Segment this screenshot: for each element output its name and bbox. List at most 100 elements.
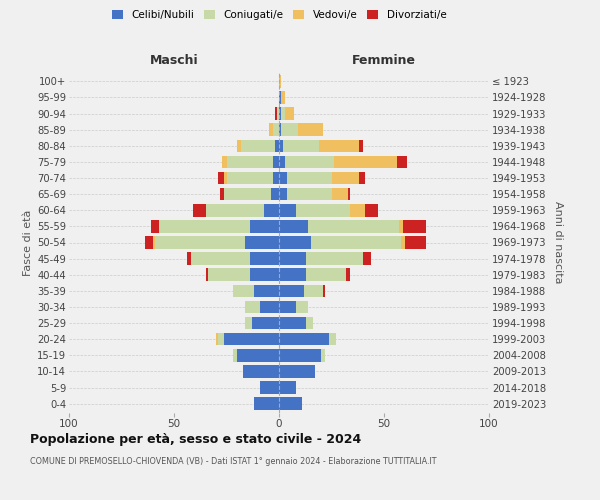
Bar (216, 333, 218, 345)
Bar (223, 156, 227, 168)
Bar (145, 236, 153, 249)
Bar (279, 172, 287, 184)
Bar (283, 140, 319, 152)
Text: Femmine: Femmine (352, 54, 416, 68)
Bar (250, 268, 279, 281)
Bar (250, 252, 279, 265)
Bar (245, 317, 252, 330)
Bar (279, 236, 311, 249)
Bar (193, 204, 205, 216)
Bar (227, 172, 272, 184)
Bar (279, 188, 287, 200)
Text: Maschi: Maschi (149, 54, 199, 68)
Bar (307, 268, 346, 281)
Bar (237, 349, 279, 362)
Bar (237, 140, 241, 152)
Bar (272, 172, 279, 184)
Bar (244, 365, 279, 378)
Bar (279, 124, 281, 136)
Bar (286, 108, 294, 120)
Bar (279, 156, 286, 168)
Bar (265, 204, 279, 216)
Bar (329, 333, 336, 345)
Bar (287, 172, 331, 184)
Bar (405, 236, 426, 249)
Bar (233, 284, 254, 297)
Bar (272, 124, 279, 136)
Bar (279, 317, 307, 330)
Bar (403, 220, 426, 232)
Bar (279, 91, 281, 104)
Bar (331, 188, 348, 200)
Bar (279, 300, 296, 313)
Bar (279, 268, 307, 281)
Bar (245, 300, 260, 313)
Bar (311, 236, 401, 249)
Bar (187, 252, 191, 265)
Bar (218, 172, 224, 184)
Bar (224, 172, 227, 184)
Bar (272, 156, 279, 168)
Bar (296, 204, 350, 216)
Bar (279, 398, 302, 410)
Bar (279, 252, 307, 265)
Bar (319, 140, 359, 152)
Legend: Celibi/Nubili, Coniugati/e, Vedovi/e, Divorziati/e: Celibi/Nubili, Coniugati/e, Vedovi/e, Di… (110, 8, 448, 22)
Bar (260, 381, 279, 394)
Bar (224, 188, 271, 200)
Bar (206, 204, 265, 216)
Bar (275, 108, 277, 120)
Bar (279, 381, 296, 394)
Bar (153, 236, 155, 249)
Bar (279, 140, 283, 152)
Bar (279, 333, 329, 345)
Bar (307, 317, 313, 330)
Bar (334, 156, 397, 168)
Bar (279, 108, 281, 120)
Bar (245, 236, 279, 249)
Bar (208, 268, 250, 281)
Bar (191, 252, 250, 265)
Bar (277, 108, 279, 120)
Bar (350, 204, 365, 216)
Bar (323, 284, 325, 297)
Bar (286, 156, 334, 168)
Bar (321, 349, 325, 362)
Bar (275, 140, 279, 152)
Bar (298, 124, 323, 136)
Bar (287, 188, 331, 200)
Bar (398, 220, 403, 232)
Bar (206, 268, 208, 281)
Bar (155, 236, 245, 249)
Bar (363, 252, 371, 265)
Bar (281, 108, 286, 120)
Bar (281, 124, 298, 136)
Bar (220, 188, 224, 200)
Bar (271, 188, 279, 200)
Bar (359, 172, 365, 184)
Bar (281, 91, 286, 104)
Bar (233, 349, 237, 362)
Y-axis label: Anni di nascita: Anni di nascita (553, 201, 563, 283)
Bar (346, 268, 350, 281)
Bar (250, 220, 279, 232)
Bar (279, 220, 308, 232)
Bar (218, 333, 224, 345)
Bar (348, 188, 350, 200)
Bar (365, 204, 378, 216)
Bar (296, 300, 308, 313)
Bar (279, 365, 314, 378)
Bar (308, 220, 398, 232)
Bar (160, 220, 250, 232)
Bar (254, 398, 279, 410)
Bar (241, 140, 275, 152)
Bar (227, 156, 272, 168)
Text: Popolazione per età, sesso e stato civile - 2024: Popolazione per età, sesso e stato civil… (30, 432, 361, 446)
Bar (279, 349, 321, 362)
Bar (279, 284, 304, 297)
Bar (401, 236, 405, 249)
Bar (279, 75, 281, 88)
Bar (331, 172, 359, 184)
Y-axis label: Fasce di età: Fasce di età (23, 210, 33, 276)
Bar (307, 252, 363, 265)
